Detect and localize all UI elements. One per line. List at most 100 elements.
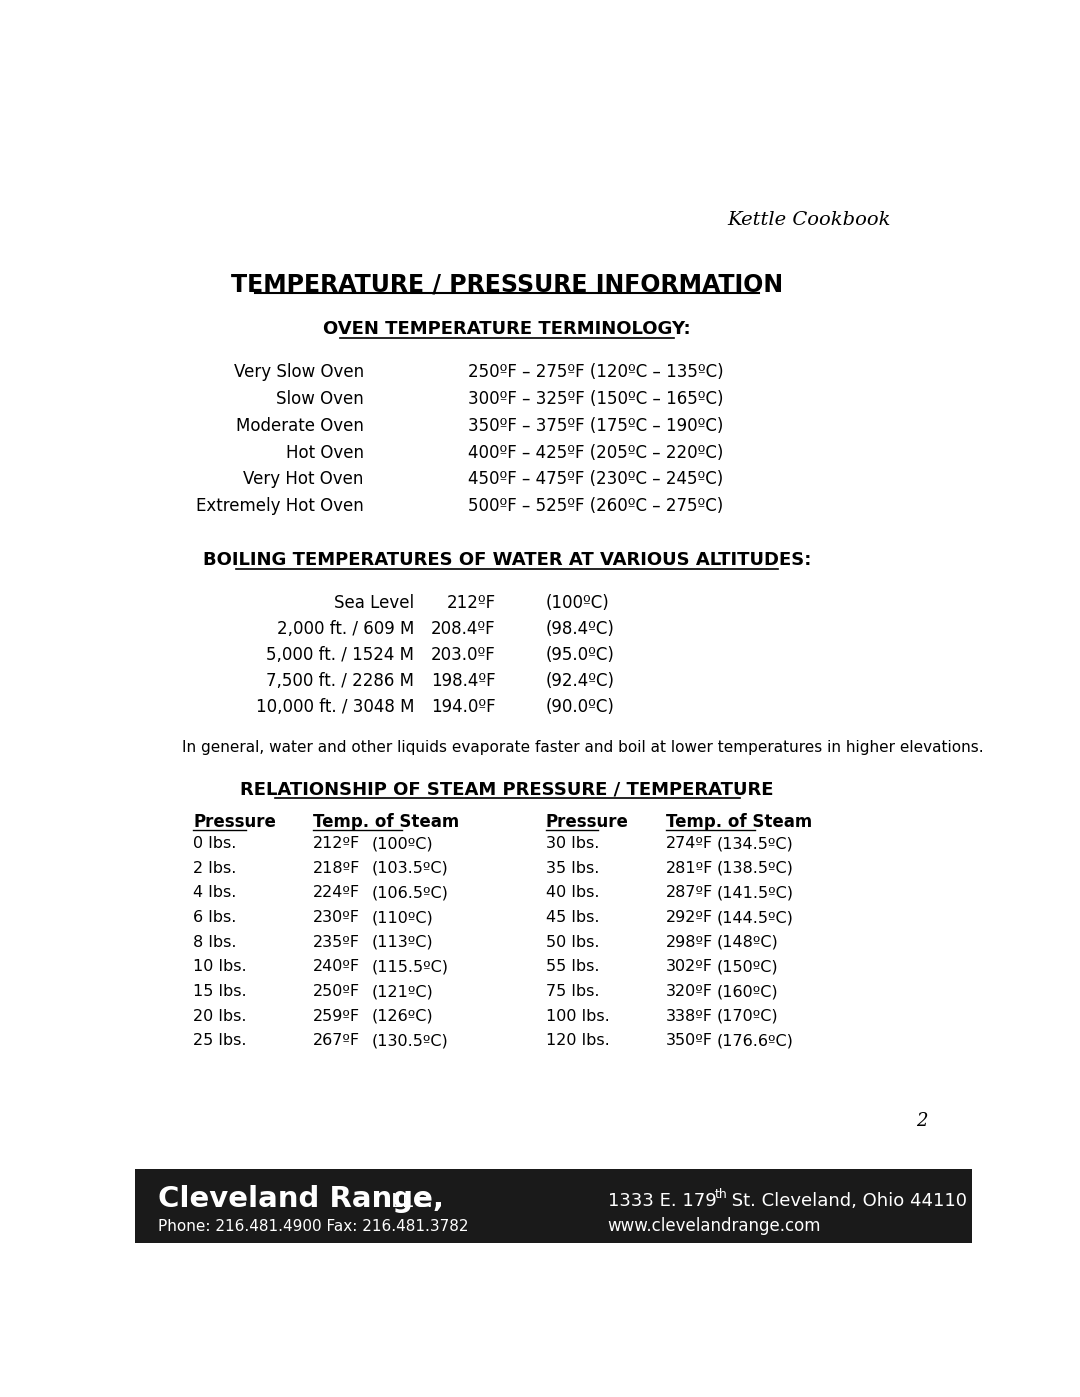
Text: 250ºF: 250ºF (313, 983, 361, 999)
Text: (138.5ºC): (138.5ºC) (716, 861, 793, 876)
Text: 230ºF: 230ºF (313, 909, 361, 925)
Text: Very Slow Oven: Very Slow Oven (233, 363, 364, 381)
Text: 45 lbs.: 45 lbs. (545, 909, 599, 925)
Text: 30 lbs.: 30 lbs. (545, 837, 599, 851)
Text: 4 lbs.: 4 lbs. (193, 886, 237, 901)
Text: 250ºF – 275ºF (120ºC – 135ºC): 250ºF – 275ºF (120ºC – 135ºC) (469, 363, 724, 381)
Text: 0 lbs.: 0 lbs. (193, 837, 237, 851)
Text: 450ºF – 475ºF (230ºC – 245ºC): 450ºF – 475ºF (230ºC – 245ºC) (469, 471, 724, 489)
Text: 218ºF: 218ºF (313, 861, 361, 876)
Text: 212ºF: 212ºF (446, 594, 496, 612)
Text: 5,000 ft. / 1524 M: 5,000 ft. / 1524 M (266, 645, 414, 664)
Text: 212ºF: 212ºF (313, 837, 361, 851)
Text: (126ºC): (126ºC) (372, 1009, 433, 1024)
Text: 500ºF – 525ºF (260ºC – 275ºC): 500ºF – 525ºF (260ºC – 275ºC) (469, 497, 724, 515)
Text: 292ºF: 292ºF (666, 909, 713, 925)
Text: 8 lbs.: 8 lbs. (193, 935, 237, 950)
Text: St. Cleveland, Ohio 44110: St. Cleveland, Ohio 44110 (726, 1192, 967, 1210)
Bar (135, 1169, 972, 1243)
Text: 300ºF – 325ºF (150ºC – 165ºC): 300ºF – 325ºF (150ºC – 165ºC) (469, 390, 724, 408)
Text: (95.0ºC): (95.0ºC) (545, 645, 615, 664)
Text: (90.0ºC): (90.0ºC) (545, 698, 615, 717)
Text: (170ºC): (170ºC) (716, 1009, 778, 1024)
Text: 2 lbs.: 2 lbs. (193, 861, 237, 876)
Text: LLC.: LLC. (384, 1192, 432, 1211)
Text: 50 lbs.: 50 lbs. (545, 935, 599, 950)
Text: Pressure: Pressure (545, 813, 629, 831)
Text: BOILING TEMPERATURES OF WATER AT VARIOUS ALTITUDES:: BOILING TEMPERATURES OF WATER AT VARIOUS… (203, 552, 811, 570)
Text: (100ºC): (100ºC) (372, 837, 433, 851)
Text: 274ºF: 274ºF (666, 837, 713, 851)
Text: 10,000 ft. / 3048 M: 10,000 ft. / 3048 M (256, 698, 414, 717)
Text: 350ºF: 350ºF (666, 1034, 713, 1048)
Text: 224ºF: 224ºF (313, 886, 361, 901)
Text: (150ºC): (150ºC) (716, 960, 778, 974)
Text: Kettle Cookbook: Kettle Cookbook (728, 211, 891, 229)
Text: 208.4ºF: 208.4ºF (431, 620, 496, 638)
Text: In general, water and other liquids evaporate faster and boil at lower temperatu: In general, water and other liquids evap… (181, 740, 983, 754)
Text: (141.5ºC): (141.5ºC) (716, 886, 793, 901)
Text: 40 lbs.: 40 lbs. (545, 886, 599, 901)
Text: 235ºF: 235ºF (313, 935, 361, 950)
Text: (100ºC): (100ºC) (545, 594, 609, 612)
Text: Hot Oven: Hot Oven (285, 443, 364, 461)
Text: Pressure: Pressure (193, 813, 276, 831)
Text: 259ºF: 259ºF (313, 1009, 361, 1024)
Text: 6 lbs.: 6 lbs. (193, 909, 237, 925)
Text: Slow Oven: Slow Oven (275, 390, 364, 408)
Text: Temp. of Steam: Temp. of Steam (313, 813, 459, 831)
Text: 267ºF: 267ºF (313, 1034, 361, 1048)
Text: Temp. of Steam: Temp. of Steam (666, 813, 812, 831)
Text: 338ºF: 338ºF (666, 1009, 713, 1024)
Text: 2,000 ft. / 609 M: 2,000 ft. / 609 M (276, 620, 414, 638)
Text: 75 lbs.: 75 lbs. (545, 983, 599, 999)
Text: 35 lbs.: 35 lbs. (545, 861, 599, 876)
Text: (144.5ºC): (144.5ºC) (716, 909, 793, 925)
Text: (160ºC): (160ºC) (716, 983, 778, 999)
Text: Phone: 216.481.4900 Fax: 216.481.3782: Phone: 216.481.4900 Fax: 216.481.3782 (159, 1220, 469, 1234)
Text: Sea Level: Sea Level (334, 594, 414, 612)
Text: Very Hot Oven: Very Hot Oven (243, 471, 364, 489)
Text: 281ºF: 281ºF (666, 861, 713, 876)
Text: 1333 E. 179: 1333 E. 179 (608, 1192, 716, 1210)
Text: 287ºF: 287ºF (666, 886, 713, 901)
Text: (113ºC): (113ºC) (372, 935, 433, 950)
Text: (115.5ºC): (115.5ºC) (372, 960, 448, 974)
Text: 7,500 ft. / 2286 M: 7,500 ft. / 2286 M (266, 672, 414, 690)
Text: 120 lbs.: 120 lbs. (545, 1034, 609, 1048)
Text: Extremely Hot Oven: Extremely Hot Oven (195, 497, 364, 515)
Text: (106.5ºC): (106.5ºC) (372, 886, 448, 901)
Text: 350ºF – 375ºF (175ºC – 190ºC): 350ºF – 375ºF (175ºC – 190ºC) (469, 416, 724, 434)
Text: 302ºF: 302ºF (666, 960, 713, 974)
Text: 240ºF: 240ºF (313, 960, 361, 974)
Text: 55 lbs.: 55 lbs. (545, 960, 599, 974)
Text: 2: 2 (916, 1112, 928, 1130)
Text: 20 lbs.: 20 lbs. (193, 1009, 246, 1024)
Text: 100 lbs.: 100 lbs. (545, 1009, 609, 1024)
Text: RELATIONSHIP OF STEAM PRESSURE / TEMPERATURE: RELATIONSHIP OF STEAM PRESSURE / TEMPERA… (240, 781, 773, 799)
Text: 194.0ºF: 194.0ºF (431, 698, 496, 717)
Text: 320ºF: 320ºF (666, 983, 713, 999)
Text: (103.5ºC): (103.5ºC) (372, 861, 448, 876)
Text: (176.6ºC): (176.6ºC) (716, 1034, 793, 1048)
Text: (121ºC): (121ºC) (372, 983, 433, 999)
Text: TEMPERATURE / PRESSURE INFORMATION: TEMPERATURE / PRESSURE INFORMATION (231, 272, 783, 296)
Text: (134.5ºC): (134.5ºC) (716, 837, 793, 851)
Text: 10 lbs.: 10 lbs. (193, 960, 246, 974)
Text: 25 lbs.: 25 lbs. (193, 1034, 246, 1048)
Text: (92.4ºC): (92.4ºC) (545, 672, 615, 690)
Text: 203.0ºF: 203.0ºF (431, 645, 496, 664)
Text: (110ºC): (110ºC) (372, 909, 433, 925)
Text: 298ºF: 298ºF (666, 935, 713, 950)
Text: th: th (715, 1187, 728, 1200)
Text: Moderate Oven: Moderate Oven (235, 416, 364, 434)
Text: OVEN TEMPERATURE TERMINOLOGY:: OVEN TEMPERATURE TERMINOLOGY: (323, 320, 691, 338)
Text: Cleveland Range,: Cleveland Range, (159, 1186, 444, 1214)
Text: 198.4ºF: 198.4ºF (431, 672, 496, 690)
Text: (130.5ºC): (130.5ºC) (372, 1034, 448, 1048)
Text: 15 lbs.: 15 lbs. (193, 983, 246, 999)
Text: (148ºC): (148ºC) (716, 935, 778, 950)
Text: www.clevelandrange.com: www.clevelandrange.com (608, 1217, 821, 1235)
Text: (98.4ºC): (98.4ºC) (545, 620, 615, 638)
Text: 400ºF – 425ºF (205ºC – 220ºC): 400ºF – 425ºF (205ºC – 220ºC) (469, 443, 724, 461)
